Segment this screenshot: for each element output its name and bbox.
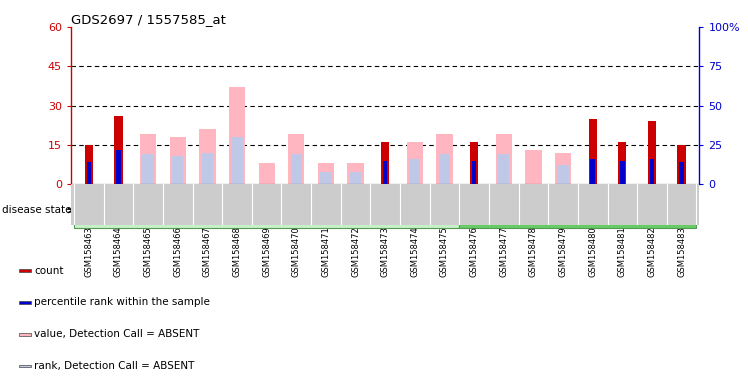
- Bar: [525, 150, 542, 184]
- Bar: [470, 142, 478, 184]
- Text: teratozoospermia: teratozoospermia: [529, 205, 627, 215]
- Bar: [557, 166, 568, 184]
- Bar: [199, 129, 215, 184]
- Bar: [648, 121, 656, 184]
- Text: percentile rank within the sample: percentile rank within the sample: [34, 298, 210, 308]
- Bar: [381, 142, 390, 184]
- Bar: [590, 159, 595, 184]
- Bar: [409, 159, 420, 184]
- Bar: [459, 195, 696, 228]
- Bar: [589, 119, 597, 184]
- Bar: [19, 333, 31, 336]
- Bar: [259, 163, 275, 184]
- Bar: [114, 116, 123, 184]
- Bar: [85, 145, 93, 184]
- Text: disease state: disease state: [1, 205, 71, 215]
- Text: value, Detection Call = ABSENT: value, Detection Call = ABSENT: [34, 329, 200, 339]
- Bar: [678, 145, 686, 184]
- Bar: [142, 154, 154, 184]
- Bar: [231, 137, 242, 184]
- Text: normal: normal: [247, 205, 286, 215]
- Text: GDS2697 / 1557585_at: GDS2697 / 1557585_at: [71, 13, 226, 26]
- Bar: [439, 154, 450, 184]
- Bar: [172, 156, 183, 184]
- Bar: [679, 162, 684, 184]
- Bar: [74, 195, 459, 228]
- Bar: [620, 161, 625, 184]
- Bar: [618, 142, 627, 184]
- Bar: [140, 134, 156, 184]
- Bar: [19, 301, 31, 304]
- Bar: [202, 153, 213, 184]
- Bar: [116, 150, 120, 184]
- Bar: [555, 153, 571, 184]
- Text: rank, Detection Call = ABSENT: rank, Detection Call = ABSENT: [34, 361, 194, 371]
- Bar: [407, 142, 423, 184]
- Bar: [19, 269, 31, 272]
- Bar: [383, 161, 387, 184]
- Bar: [350, 172, 361, 184]
- Bar: [170, 137, 186, 184]
- Bar: [650, 159, 654, 184]
- Bar: [472, 161, 476, 184]
- Bar: [347, 163, 364, 184]
- Bar: [320, 172, 331, 184]
- Text: count: count: [34, 266, 64, 276]
- Bar: [229, 87, 245, 184]
- Bar: [318, 163, 334, 184]
- Bar: [288, 134, 304, 184]
- Bar: [291, 154, 302, 184]
- Bar: [436, 134, 453, 184]
- Bar: [498, 154, 509, 184]
- Bar: [87, 162, 91, 184]
- Bar: [496, 134, 512, 184]
- Bar: [19, 365, 31, 367]
